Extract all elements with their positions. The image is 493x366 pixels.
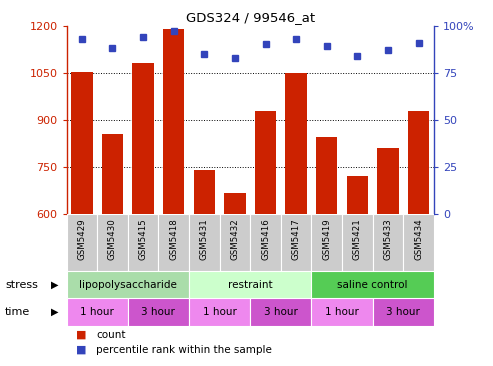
Bar (255, 111, 276, 214)
Text: saline control: saline control (337, 280, 408, 290)
Text: ▶: ▶ (50, 280, 58, 290)
Text: GSM5433: GSM5433 (384, 219, 392, 260)
Bar (194, 170, 215, 214)
Bar (285, 73, 307, 214)
Text: GSM5419: GSM5419 (322, 219, 331, 260)
Bar (67, 271, 189, 298)
Bar (342, 214, 373, 271)
Text: GSM5421: GSM5421 (353, 219, 362, 260)
Bar (97, 214, 128, 271)
Bar (377, 147, 399, 214)
Text: GSM5417: GSM5417 (291, 219, 301, 260)
Text: lipopolysaccharide: lipopolysaccharide (79, 280, 176, 290)
Text: ▶: ▶ (50, 307, 58, 317)
Bar (316, 137, 337, 214)
Bar (250, 214, 281, 271)
Text: GSM5430: GSM5430 (108, 219, 117, 260)
Bar (102, 134, 123, 214)
Bar (128, 214, 158, 271)
Text: 3 hour: 3 hour (387, 307, 420, 317)
Bar (128, 298, 189, 326)
Text: stress: stress (5, 280, 38, 290)
Bar (373, 298, 434, 326)
Bar (67, 298, 128, 326)
Bar (189, 298, 250, 326)
Text: restraint: restraint (228, 280, 273, 290)
Bar (250, 298, 312, 326)
Bar (281, 214, 312, 271)
Bar (219, 214, 250, 271)
Bar (132, 63, 154, 214)
Bar (71, 72, 93, 214)
Text: 1 hour: 1 hour (203, 307, 237, 317)
Bar (347, 176, 368, 214)
Text: GSM5432: GSM5432 (230, 219, 240, 260)
Text: time: time (5, 307, 30, 317)
Bar (158, 214, 189, 271)
Text: GSM5416: GSM5416 (261, 219, 270, 260)
Bar (373, 214, 403, 271)
Bar (189, 214, 219, 271)
Text: ■: ■ (76, 330, 87, 340)
Bar (163, 29, 184, 214)
Text: percentile rank within the sample: percentile rank within the sample (96, 344, 272, 355)
Text: count: count (96, 330, 126, 340)
Bar (189, 271, 312, 298)
Bar (224, 193, 246, 214)
Text: 3 hour: 3 hour (141, 307, 176, 317)
Bar (312, 271, 434, 298)
Text: 1 hour: 1 hour (325, 307, 359, 317)
Text: 1 hour: 1 hour (80, 307, 114, 317)
Text: GSM5418: GSM5418 (169, 219, 178, 260)
Text: ■: ■ (76, 344, 87, 355)
Text: GSM5431: GSM5431 (200, 219, 209, 260)
Bar (312, 214, 342, 271)
Bar (403, 214, 434, 271)
Bar (312, 298, 373, 326)
Text: 3 hour: 3 hour (264, 307, 298, 317)
Bar (67, 214, 97, 271)
Bar (408, 111, 429, 214)
Text: GSM5434: GSM5434 (414, 219, 423, 260)
Text: GSM5415: GSM5415 (139, 219, 147, 260)
Text: GSM5429: GSM5429 (77, 219, 86, 260)
Title: GDS324 / 99546_at: GDS324 / 99546_at (186, 11, 315, 25)
